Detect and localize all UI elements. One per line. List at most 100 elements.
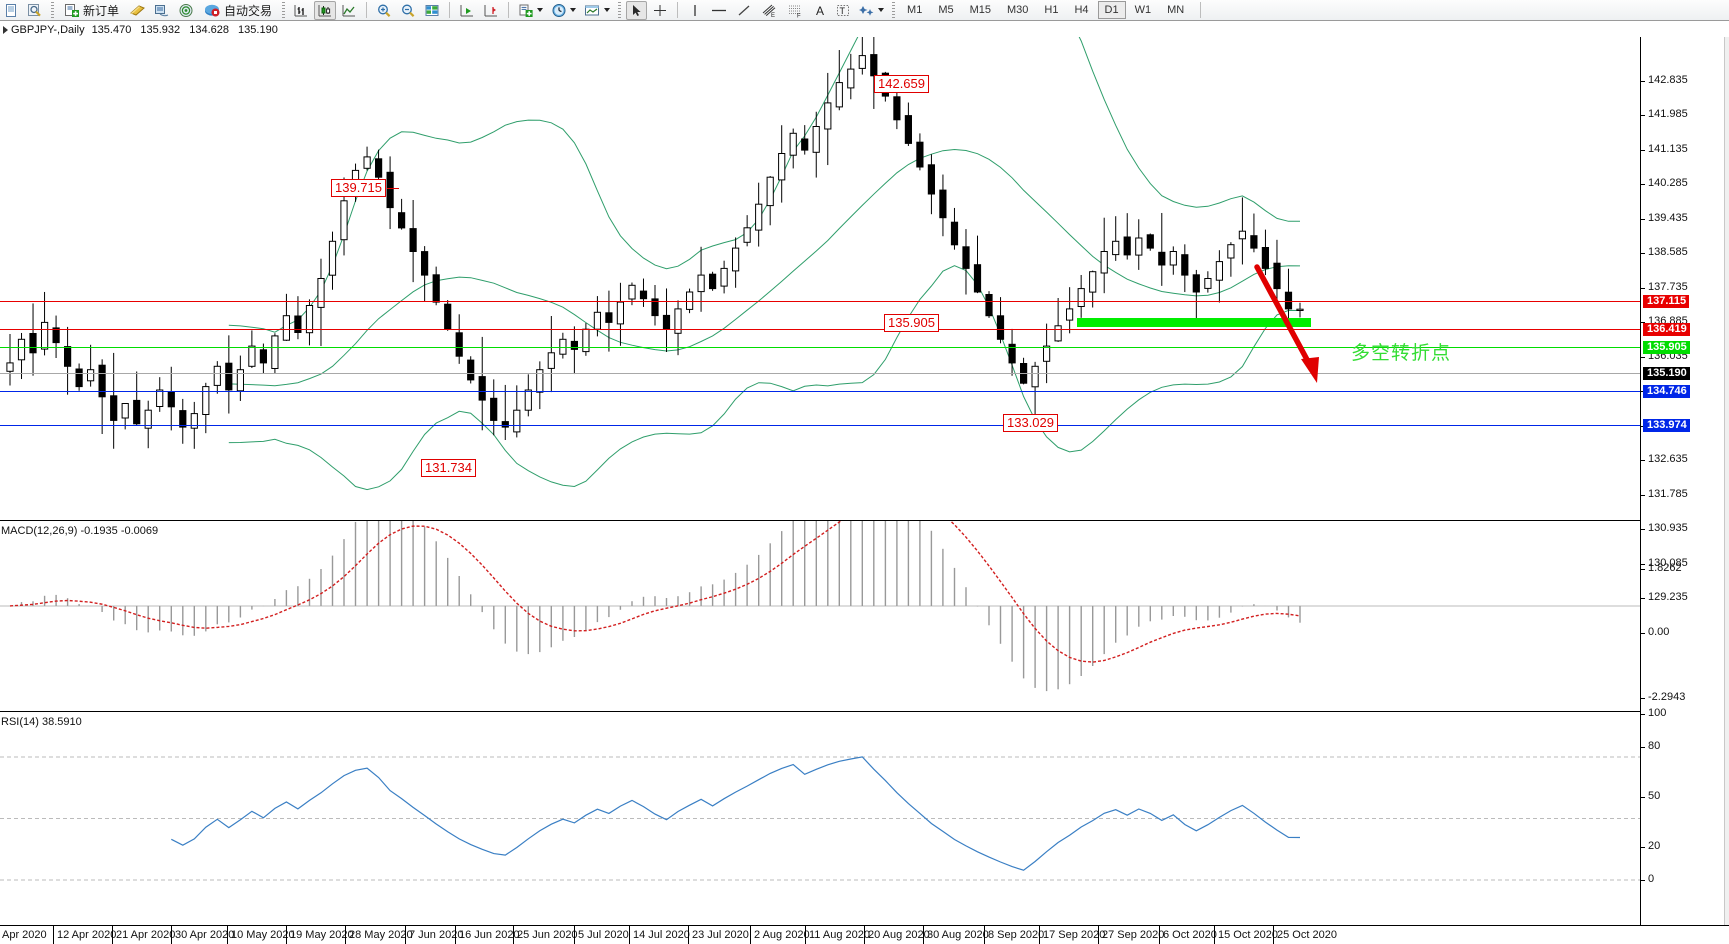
new-order-button[interactable]: 新订单 bbox=[59, 1, 124, 20]
timeframe-button-m1[interactable]: M1 bbox=[907, 4, 923, 16]
svg-text:A: A bbox=[816, 4, 824, 18]
candle-body bbox=[1089, 271, 1097, 293]
candlestick-chart-icon[interactable] bbox=[314, 0, 337, 20]
line-chart-icon[interactable] bbox=[338, 1, 360, 20]
candle-body bbox=[559, 338, 567, 355]
vertical-line-icon[interactable] bbox=[684, 1, 705, 20]
rsi-pane[interactable] bbox=[0, 712, 1640, 925]
level-line-136419[interactable] bbox=[0, 329, 1640, 330]
trendline-icon[interactable] bbox=[733, 1, 755, 20]
new-chart-icon[interactable] bbox=[1, 1, 22, 20]
templates-icon[interactable] bbox=[581, 1, 613, 20]
candlestick-series[interactable] bbox=[6, 37, 1304, 449]
timeframe-button-m15[interactable]: M15 bbox=[969, 4, 991, 16]
chevron-down-icon[interactable] bbox=[604, 8, 611, 12]
svg-text:T: T bbox=[840, 6, 846, 16]
level-line-134746[interactable] bbox=[0, 391, 1640, 392]
level-line-133974[interactable] bbox=[0, 425, 1640, 426]
bar-chart-icon[interactable] bbox=[290, 1, 312, 20]
market-watch-icon[interactable] bbox=[126, 1, 149, 20]
candle-body bbox=[340, 200, 348, 241]
text-icon[interactable]: A bbox=[809, 1, 830, 20]
shapes-icon[interactable] bbox=[856, 1, 887, 20]
chevron-down-icon[interactable] bbox=[537, 8, 544, 12]
price-axis[interactable]: 142.835 141.985 141.135 140.285 139.435 138.5… bbox=[1640, 37, 1729, 925]
annotation-133029[interactable]: 133.029 bbox=[1003, 414, 1058, 432]
annotation-135905[interactable]: 135.905 bbox=[884, 314, 939, 332]
time-label: 2 Aug 2020 bbox=[754, 929, 810, 941]
equidistant-channel-icon[interactable]: E bbox=[757, 1, 781, 20]
rsi-tick-100: 100 bbox=[1648, 707, 1667, 719]
candle-body bbox=[1031, 365, 1039, 388]
periodicity-icon[interactable] bbox=[548, 1, 579, 20]
time-separator bbox=[1039, 926, 1040, 944]
annotation-142659[interactable]: 142.659 bbox=[874, 75, 929, 93]
cursor-icon[interactable] bbox=[626, 0, 648, 20]
price-pane[interactable] bbox=[0, 37, 1640, 520]
fibonacci-retracement-icon[interactable]: F bbox=[783, 1, 807, 20]
price-tick-141.135: 141.135 bbox=[1648, 143, 1688, 155]
chart-grid-icon[interactable] bbox=[421, 1, 443, 20]
axis-tick bbox=[1641, 495, 1645, 496]
candle-body bbox=[1123, 236, 1131, 256]
candle-body bbox=[812, 126, 820, 153]
price-chip-resistance-2[interactable]: 136.419 bbox=[1643, 323, 1690, 336]
price-tick-131.785: 131.785 bbox=[1648, 488, 1688, 500]
candle-body bbox=[939, 189, 947, 219]
toolbar-separator bbox=[282, 1, 286, 19]
bearish-arrow[interactable] bbox=[1245, 259, 1335, 389]
data-window-icon[interactable] bbox=[151, 1, 173, 20]
auto-scroll-icon[interactable] bbox=[456, 1, 478, 20]
timeframe-button-w1[interactable]: W1 bbox=[1134, 4, 1152, 16]
chart-shift-icon[interactable] bbox=[480, 1, 502, 20]
candle-body bbox=[709, 273, 717, 290]
price-chip-support-2[interactable]: 133.974 bbox=[1643, 419, 1690, 432]
annotation-131734[interactable]: 131.734 bbox=[421, 459, 476, 477]
chevron-down-icon[interactable] bbox=[878, 8, 885, 12]
time-axis[interactable]: Apr 2020 12 Apr 2020 21 Apr 2020 30 Apr 202… bbox=[0, 925, 1729, 944]
candle-body bbox=[1273, 262, 1281, 290]
time-label: 15 Oct 2020 bbox=[1218, 929, 1278, 941]
price-chip-resistance-1[interactable]: 137.115 bbox=[1643, 295, 1690, 308]
timeframe-button-h4[interactable]: H4 bbox=[1074, 4, 1089, 16]
indicators-icon[interactable] bbox=[515, 1, 546, 20]
price-chip-support-1[interactable]: 134.746 bbox=[1643, 385, 1690, 398]
timeframe-button-m30[interactable]: M30 bbox=[1007, 4, 1029, 16]
price-chart-canvas[interactable] bbox=[0, 37, 1640, 520]
price-tick-138.585: 138.585 bbox=[1648, 246, 1688, 258]
macd-pane[interactable] bbox=[0, 521, 1640, 711]
annotation-139715[interactable]: 139.715 bbox=[331, 179, 386, 197]
candle-body bbox=[98, 364, 106, 398]
price-tick-136.035: 136.035 bbox=[1648, 350, 1688, 362]
level-line-135905[interactable] bbox=[0, 347, 1640, 348]
navigator-icon[interactable] bbox=[175, 1, 197, 20]
timeframe-button-d1[interactable]: D1 bbox=[1097, 1, 1126, 19]
ohlc-high: 135.932 bbox=[140, 23, 181, 36]
horizontal-line-icon[interactable] bbox=[707, 1, 731, 20]
timeframe-button-m5[interactable]: M5 bbox=[938, 4, 954, 16]
text-label-icon[interactable]: T bbox=[832, 1, 854, 20]
macd-chart-canvas[interactable] bbox=[0, 521, 1640, 711]
price-tick-140.285: 140.285 bbox=[1648, 177, 1688, 189]
zoom-in-icon[interactable] bbox=[373, 1, 395, 20]
candle-body bbox=[1238, 230, 1247, 240]
profiles-icon[interactable] bbox=[24, 1, 46, 20]
pivot-zone-rectangle[interactable] bbox=[1077, 318, 1311, 327]
price-chip-pivot[interactable]: 135.905 bbox=[1643, 341, 1690, 354]
autotrading-button[interactable]: 自动交易 bbox=[199, 1, 277, 20]
collapse-icon[interactable] bbox=[3, 25, 8, 34]
level-line-135190[interactable] bbox=[0, 373, 1640, 374]
chinese-annotation[interactable]: 多空转折点 bbox=[1351, 342, 1452, 364]
chevron-down-icon[interactable] bbox=[570, 8, 577, 12]
toolbar-divider bbox=[677, 2, 679, 18]
macd-tick-0.00: 0.00 bbox=[1648, 626, 1670, 638]
crosshair-icon[interactable] bbox=[649, 1, 671, 20]
price-chip-last[interactable]: 135.190 bbox=[1643, 367, 1690, 380]
rsi-chart-canvas[interactable] bbox=[0, 712, 1640, 925]
timeframe-button-mn[interactable]: MN bbox=[1167, 4, 1185, 16]
time-label: 25 Oct 2020 bbox=[1277, 929, 1337, 941]
level-line-137115[interactable] bbox=[0, 301, 1640, 302]
chart-root[interactable]: 多空转折点 142.659 139.715 135.905 133.029 131.73… bbox=[0, 37, 1729, 944]
zoom-out-icon[interactable] bbox=[397, 1, 419, 20]
timeframe-button-h1[interactable]: H1 bbox=[1044, 4, 1059, 16]
